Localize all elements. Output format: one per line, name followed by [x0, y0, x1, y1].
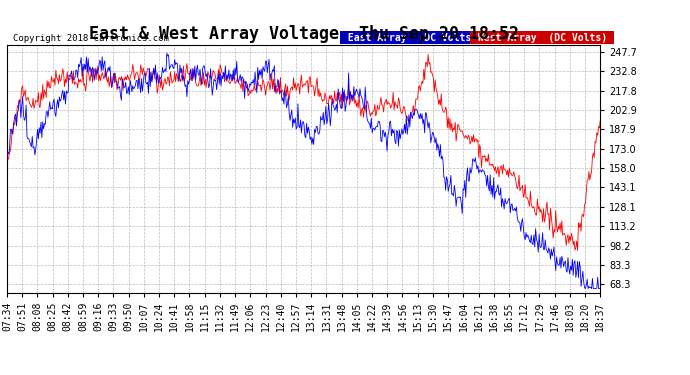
Text: Copyright 2018 Cartronics.com: Copyright 2018 Cartronics.com	[13, 33, 169, 42]
Title: East & West Array Voltage  Thu Sep 20 18:52: East & West Array Voltage Thu Sep 20 18:…	[88, 26, 519, 44]
Text: East Array  (DC Volts): East Array (DC Volts)	[342, 33, 483, 42]
Text: West Array  (DC Volts): West Array (DC Volts)	[471, 33, 613, 42]
